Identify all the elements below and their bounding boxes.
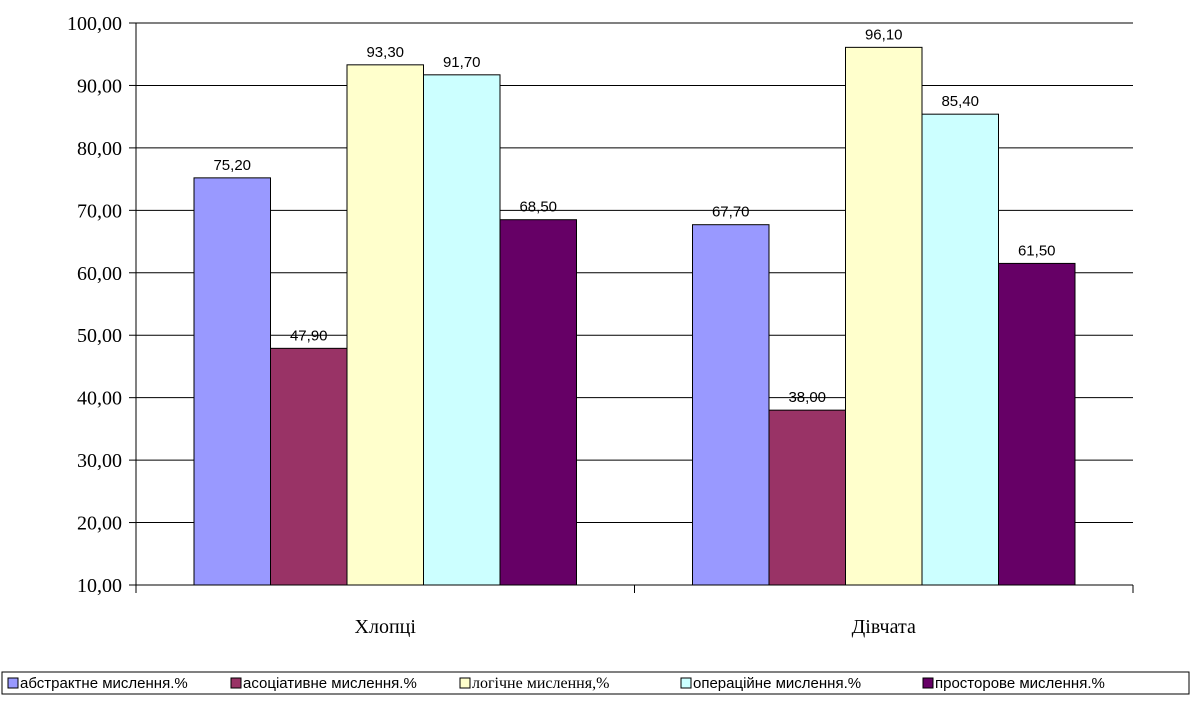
bar: [692, 224, 770, 586]
axes: 10,00 20,00 30,00 40,00 50,00 60,00 70,00 80,00…: [67, 13, 1134, 638]
legend-swatch: [459, 677, 471, 689]
data-label: 68,50: [519, 199, 557, 216]
data-label: 67,70: [712, 204, 750, 221]
legend-swatch: [230, 677, 242, 689]
y-tick-label: 80,00: [77, 138, 122, 160]
y-tick-label: 100,00: [67, 13, 122, 35]
legend: абстрактне мислення.% асоціативне мисленн…: [1, 671, 1190, 695]
legend-label: логічне мислення,%: [472, 675, 609, 692]
y-tick-label: 20,00: [77, 513, 122, 535]
legend-label: операційне мислення.%: [693, 675, 861, 692]
legend-label: асоціативне мислення.%: [243, 675, 417, 692]
bars: [193, 46, 1076, 586]
legend-swatch: [7, 677, 19, 689]
y-tick-label: 10,00: [77, 575, 122, 597]
bar: [998, 262, 1076, 586]
bar: [270, 347, 348, 586]
data-label: 61,50: [1018, 242, 1056, 259]
data-label: 38,00: [788, 389, 826, 406]
y-tick-label: 70,00: [77, 200, 122, 222]
x-category-label: Дівчата: [852, 616, 916, 638]
bar: [921, 113, 999, 586]
bar: [499, 219, 577, 586]
y-tick-label: 90,00: [77, 75, 122, 97]
data-label: 85,40: [941, 93, 979, 110]
legend-label: абстрактне мислення.%: [20, 675, 188, 692]
bar: [346, 64, 424, 586]
data-label: 93,30: [366, 44, 404, 61]
x-category-label: Хлопці: [355, 616, 417, 638]
legend-swatch: [680, 677, 692, 689]
y-tick-label: 40,00: [77, 388, 122, 410]
data-labels: 75,20 47,90 93,30 91,70 68,50 67,70 38,00 96,10…: [213, 26, 1055, 406]
y-tick-label: 30,00: [77, 450, 122, 472]
y-tick-label: 60,00: [77, 263, 122, 285]
data-label: 75,20: [213, 157, 251, 174]
bar: [193, 177, 271, 586]
legend-box: [1, 671, 1190, 695]
bar: [423, 74, 501, 586]
legend-label: просторове мислення.%: [935, 675, 1105, 692]
bar: [768, 409, 846, 586]
data-label: 91,70: [443, 54, 481, 71]
bar: [845, 46, 923, 586]
y-tick-label: 50,00: [77, 325, 122, 347]
data-label: 47,90: [290, 327, 328, 344]
legend-swatch: [922, 677, 934, 689]
data-label: 96,10: [865, 26, 903, 43]
